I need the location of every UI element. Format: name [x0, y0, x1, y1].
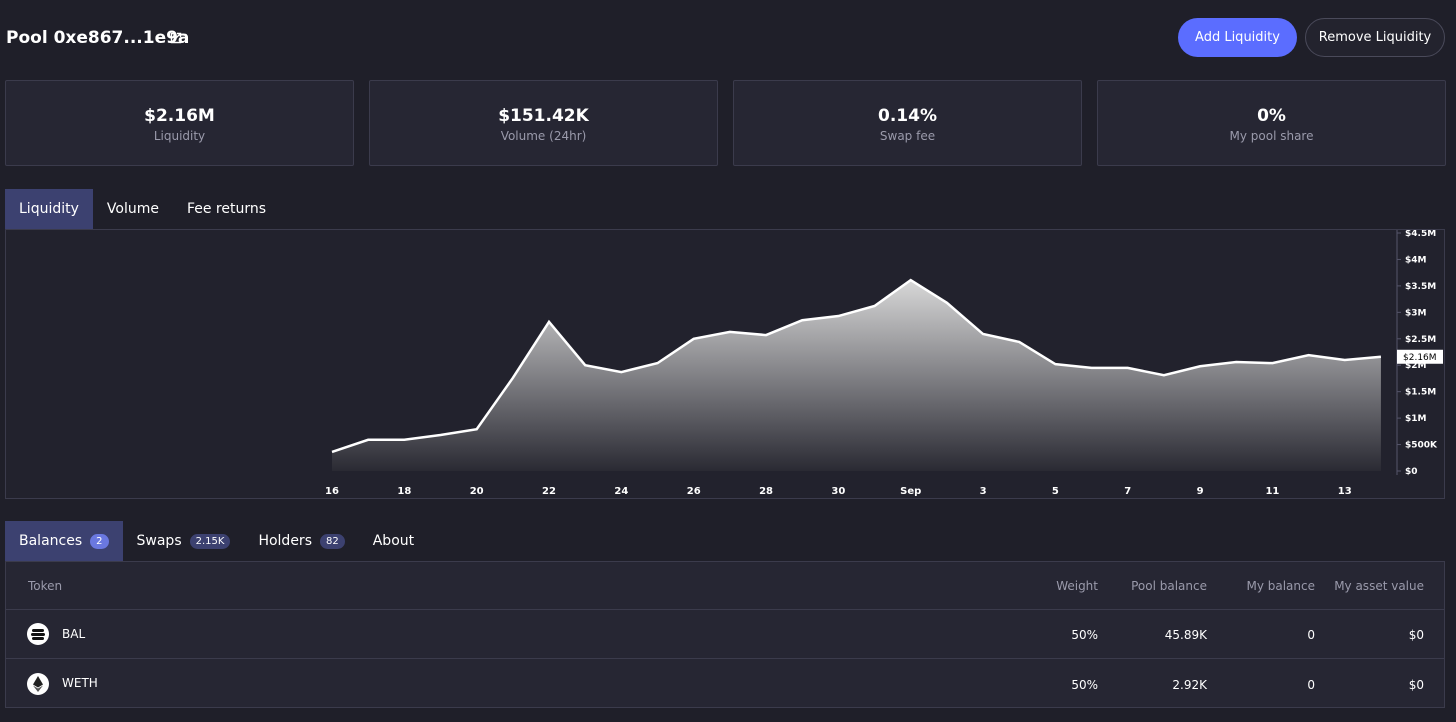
table-tabs: Balances 2 Swaps 2.15K Holders 82 About — [5, 521, 428, 561]
x-tick-label: 9 — [1197, 486, 1204, 497]
y-tick-label: $1.5M — [1405, 388, 1436, 398]
column-header: Token — [28, 579, 63, 593]
tab[interactable]: Holders 82 — [244, 521, 358, 561]
tab[interactable]: Balances 2 — [5, 521, 123, 561]
stat-value: 0% — [1257, 106, 1286, 126]
weth-icon — [27, 673, 49, 695]
column-header: My asset value — [1334, 579, 1424, 593]
stat-label: Liquidity — [153, 129, 206, 143]
area — [332, 280, 1381, 471]
remove-liquidity-button[interactable]: Remove Liquidity — [1305, 18, 1445, 57]
x-tick-label: Sep — [900, 486, 921, 497]
pool-title[interactable]: Pool 0xe867...1e9a — [6, 28, 190, 48]
row-divider — [6, 658, 1444, 659]
stat-card: $151.42K Volume (24hr) — [369, 80, 718, 166]
token-name: WETH — [62, 676, 98, 690]
tab-label: Holders — [258, 533, 312, 549]
stat-card: 0.14% Swap fee — [733, 80, 1082, 166]
current-value-box — [1397, 349, 1443, 364]
cell: 50% — [1071, 628, 1098, 642]
x-tick-label: 18 — [397, 486, 411, 497]
y-tick-label: $500K — [1405, 441, 1438, 451]
cell: 45.89K — [1164, 628, 1207, 642]
badge: 2.15K — [189, 533, 231, 549]
stat-label: Swap fee — [879, 129, 936, 143]
tab-label: Swaps — [136, 533, 182, 549]
bal-icon — [27, 623, 49, 645]
y-tick-label: $1M — [1405, 414, 1427, 424]
badge: 2 — [90, 533, 109, 549]
stat-value: $2.16M — [144, 106, 215, 126]
x-tick-label: 5 — [1052, 486, 1059, 497]
chart-panel: $0 $500K $1M $1.5M $2M $2.5M $3M $3.5M $4M $4.5M 1… — [5, 229, 1445, 499]
chart-tabs: Liquidity Volume Fee returns — [5, 189, 280, 229]
table: Token Weight Pool balance My balance My … — [5, 561, 1445, 708]
column-header: Pool balance — [1131, 579, 1207, 593]
cell: 0 — [1307, 678, 1315, 692]
cell: $0 — [1408, 628, 1424, 642]
y-tick-label: $3.5M — [1405, 282, 1436, 292]
x-tick-label: 13 — [1338, 486, 1352, 497]
stat-value: 0.14% — [878, 106, 937, 126]
stat-value: $151.42K — [498, 106, 589, 126]
y-tick-label: $3M — [1405, 308, 1427, 318]
tab[interactable]: About — [359, 521, 428, 561]
x-tick-label: 28 — [759, 486, 773, 497]
column-header: My balance — [1246, 579, 1315, 593]
cell: 50% — [1071, 678, 1098, 692]
y-tick-label: $4M — [1405, 255, 1427, 265]
x-tick-label: 11 — [1265, 486, 1279, 497]
tab-label: About — [372, 533, 415, 549]
tab[interactable]: Fee returns — [186, 201, 267, 217]
y-tick-label: $2.5M — [1405, 335, 1436, 345]
y-tick-label: $0 — [1405, 467, 1418, 477]
add-liquidity-button[interactable]: Add Liquidity — [1178, 18, 1297, 57]
tab-label: Balances — [19, 533, 83, 549]
tab[interactable]: Liquidity — [5, 189, 93, 229]
badge: 82 — [320, 533, 345, 549]
x-tick-label: 30 — [831, 486, 845, 497]
current-value-label: $2.16M — [1403, 353, 1437, 363]
tab[interactable]: Volume — [106, 201, 159, 217]
y-tick-label: $2M — [1405, 361, 1427, 371]
cell: 2.92K — [1172, 678, 1207, 692]
x-tick-label: 7 — [1124, 486, 1131, 497]
row-divider — [6, 609, 1444, 610]
chart: $0 $500K $1M $1.5M $2M $2.5M $3M $3.5M $4M $4.5M 1… — [325, 229, 1443, 497]
y-tick-label: $4.5M — [1405, 230, 1436, 239]
stat-label: Volume (24hr) — [500, 129, 587, 143]
stat-card: $2.16M Liquidity — [5, 80, 354, 166]
x-tick-label: 22 — [542, 486, 556, 497]
x-tick-label: 16 — [325, 486, 339, 497]
x-tick-label: 3 — [980, 486, 987, 497]
x-tick-label: 26 — [687, 486, 701, 497]
token-name: BAL — [62, 627, 86, 641]
line — [331, 278, 1382, 454]
stat-label: My pool share — [1229, 129, 1314, 143]
cell: $0 — [1408, 678, 1424, 692]
external-link-icon[interactable] — [170, 32, 182, 44]
tab[interactable]: Swaps 2.15K — [123, 521, 245, 561]
column-header: Weight — [1056, 579, 1098, 593]
cell: 0 — [1307, 628, 1315, 642]
x-tick-label: 24 — [614, 486, 628, 497]
x-tick-label: 20 — [470, 486, 484, 497]
stat-card: 0% My pool share — [1097, 80, 1446, 166]
